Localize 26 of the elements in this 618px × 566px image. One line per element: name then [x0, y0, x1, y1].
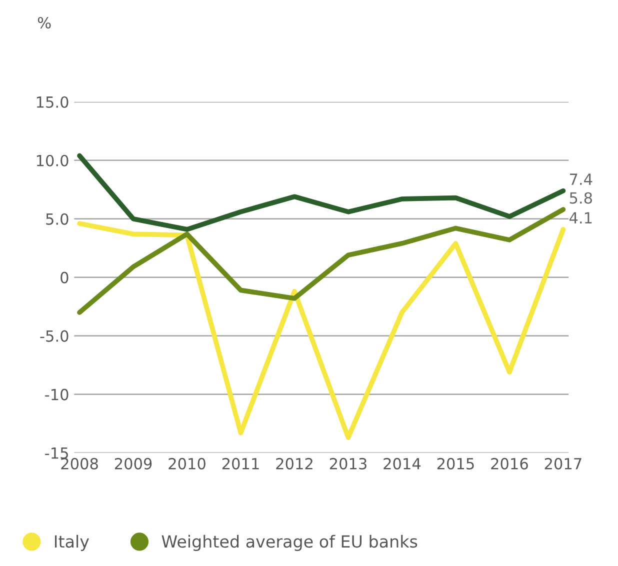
x-tick-label: 2009: [114, 458, 152, 470]
y-tick-label: 15.0: [36, 96, 68, 108]
legend-label: Weighted average of EU banks: [162, 534, 418, 551]
data-label: 5.8: [570, 192, 592, 204]
x-tick-label: 2015: [437, 458, 474, 470]
line-series: [77, 153, 566, 232]
data-label: 7.4: [570, 174, 592, 185]
data-label: 4.1: [569, 212, 592, 224]
x-tick-label: 2013: [330, 458, 366, 470]
y-axis-title: %: [38, 16, 51, 29]
line-series: [77, 221, 566, 440]
y-tick-label: -10: [45, 388, 68, 400]
x-tick-label: 2010: [168, 458, 206, 470]
x-tick-label: 2017: [544, 458, 582, 470]
legend-label: Italy: [54, 534, 89, 551]
y-tick-label: 10.0: [36, 154, 68, 166]
x-tick-label: 2011: [222, 458, 259, 470]
x-tick-label: 2012: [276, 458, 312, 470]
line-series: [77, 207, 566, 315]
x-tick-label: 2008: [61, 458, 98, 470]
x-tick-label: 2014: [384, 458, 421, 470]
y-tick-label: 5.0: [46, 213, 68, 225]
y-tick-label: 0: [60, 272, 68, 284]
y-tick-label: -5.0: [40, 330, 68, 342]
y-tick-label: -15: [45, 447, 68, 459]
x-tick-label: 2016: [491, 458, 528, 470]
